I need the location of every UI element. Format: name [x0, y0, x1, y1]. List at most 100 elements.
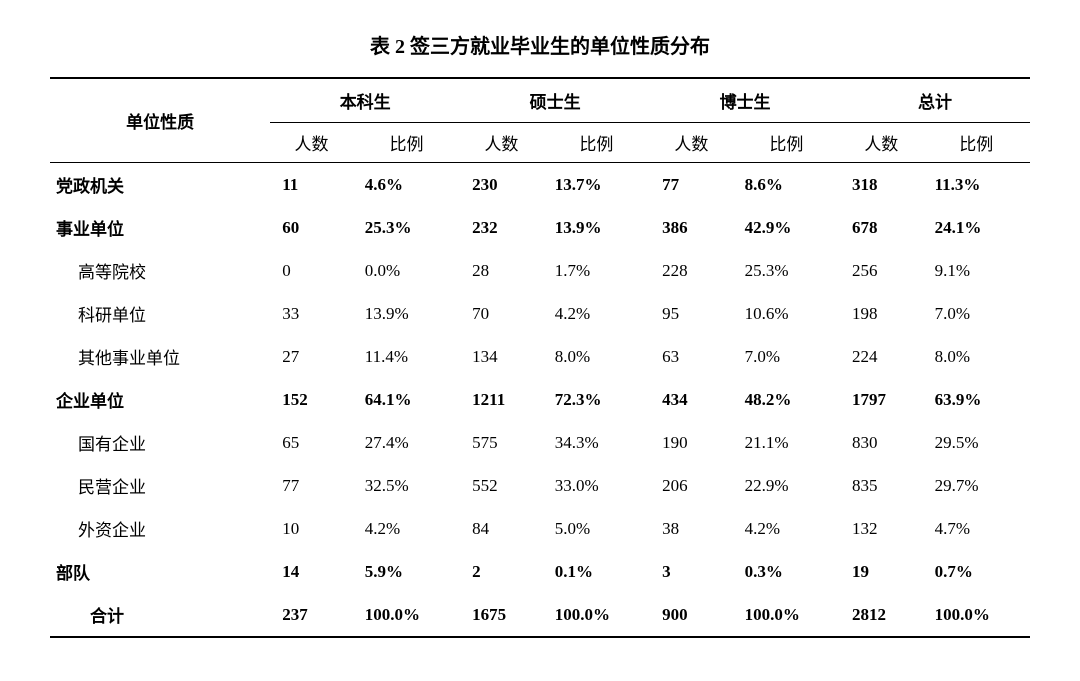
row-label: 合计	[50, 593, 270, 637]
cell-pct: 21.1%	[733, 421, 840, 464]
table-row: 科研单位3313.9%704.2%9510.6%1987.0%	[50, 292, 1030, 335]
cell-count: 230	[460, 163, 543, 207]
cell-pct: 4.2%	[543, 292, 650, 335]
cell-pct: 42.9%	[733, 206, 840, 249]
cell-pct: 0.1%	[543, 550, 650, 593]
cell-count: 38	[650, 507, 733, 550]
cell-count: 1797	[840, 378, 923, 421]
cell-pct: 8.6%	[733, 163, 840, 207]
subheader-pct-2: 比例	[733, 123, 840, 163]
cell-count: 2812	[840, 593, 923, 637]
cell-count: 2	[460, 550, 543, 593]
table-row: 事业单位6025.3%23213.9%38642.9%67824.1%	[50, 206, 1030, 249]
cell-count: 19	[840, 550, 923, 593]
cell-count: 575	[460, 421, 543, 464]
subheader-pct-3: 比例	[923, 123, 1030, 163]
cell-count: 132	[840, 507, 923, 550]
subheader-count-1: 人数	[460, 123, 543, 163]
cell-count: 835	[840, 464, 923, 507]
cell-count: 28	[460, 249, 543, 292]
table-title: 表 2 签三方就业毕业生的单位性质分布	[50, 30, 1030, 59]
group-header-3: 总计	[840, 78, 1030, 123]
header-row-1: 单位性质 本科生 硕士生 博士生 总计	[50, 78, 1030, 123]
cell-count: 228	[650, 249, 733, 292]
cell-pct: 4.2%	[733, 507, 840, 550]
cell-count: 678	[840, 206, 923, 249]
cell-pct: 100.0%	[733, 593, 840, 637]
subheader-pct-1: 比例	[543, 123, 650, 163]
cell-pct: 72.3%	[543, 378, 650, 421]
cell-count: 134	[460, 335, 543, 378]
cell-count: 552	[460, 464, 543, 507]
cell-count: 232	[460, 206, 543, 249]
cell-count: 256	[840, 249, 923, 292]
cell-pct: 29.7%	[923, 464, 1030, 507]
cell-count: 14	[270, 550, 353, 593]
cell-count: 11	[270, 163, 353, 207]
cell-pct: 8.0%	[543, 335, 650, 378]
cell-count: 237	[270, 593, 353, 637]
cell-pct: 13.9%	[543, 206, 650, 249]
table-row: 外资企业104.2%845.0%384.2%1324.7%	[50, 507, 1030, 550]
cell-count: 900	[650, 593, 733, 637]
cell-count: 77	[270, 464, 353, 507]
cell-pct: 27.4%	[353, 421, 460, 464]
table-row: 党政机关114.6%23013.7%778.6%31811.3%	[50, 163, 1030, 207]
cell-count: 65	[270, 421, 353, 464]
cell-pct: 9.1%	[923, 249, 1030, 292]
cell-pct: 32.5%	[353, 464, 460, 507]
rowlabel-header: 单位性质	[50, 78, 270, 163]
cell-count: 152	[270, 378, 353, 421]
cell-count: 84	[460, 507, 543, 550]
cell-pct: 48.2%	[733, 378, 840, 421]
cell-pct: 4.2%	[353, 507, 460, 550]
cell-pct: 25.3%	[353, 206, 460, 249]
cell-count: 70	[460, 292, 543, 335]
cell-pct: 0.0%	[353, 249, 460, 292]
cell-pct: 5.9%	[353, 550, 460, 593]
cell-count: 77	[650, 163, 733, 207]
cell-pct: 7.0%	[923, 292, 1030, 335]
employment-table: 单位性质 本科生 硕士生 博士生 总计 人数 比例 人数 比例 人数 比例 人数…	[50, 77, 1030, 638]
cell-count: 434	[650, 378, 733, 421]
row-label: 民营企业	[50, 464, 270, 507]
subheader-pct-0: 比例	[353, 123, 460, 163]
group-header-1: 硕士生	[460, 78, 650, 123]
row-label: 其他事业单位	[50, 335, 270, 378]
cell-count: 198	[840, 292, 923, 335]
table-row: 民营企业7732.5%55233.0%20622.9%83529.7%	[50, 464, 1030, 507]
table-row: 合计237100.0%1675100.0%900100.0%2812100.0%	[50, 593, 1030, 637]
cell-pct: 100.0%	[923, 593, 1030, 637]
cell-count: 3	[650, 550, 733, 593]
row-label: 高等院校	[50, 249, 270, 292]
row-label: 外资企业	[50, 507, 270, 550]
table-row: 企业单位15264.1%121172.3%43448.2%179763.9%	[50, 378, 1030, 421]
cell-count: 206	[650, 464, 733, 507]
cell-pct: 5.0%	[543, 507, 650, 550]
group-header-0: 本科生	[270, 78, 460, 123]
cell-count: 63	[650, 335, 733, 378]
row-label: 国有企业	[50, 421, 270, 464]
cell-pct: 29.5%	[923, 421, 1030, 464]
table-row: 其他事业单位2711.4%1348.0%637.0%2248.0%	[50, 335, 1030, 378]
cell-pct: 34.3%	[543, 421, 650, 464]
cell-count: 830	[840, 421, 923, 464]
row-label: 企业单位	[50, 378, 270, 421]
cell-count: 386	[650, 206, 733, 249]
cell-count: 1675	[460, 593, 543, 637]
row-label: 事业单位	[50, 206, 270, 249]
cell-count: 10	[270, 507, 353, 550]
cell-pct: 22.9%	[733, 464, 840, 507]
cell-pct: 11.3%	[923, 163, 1030, 207]
cell-count: 1211	[460, 378, 543, 421]
table-row: 国有企业6527.4%57534.3%19021.1%83029.5%	[50, 421, 1030, 464]
cell-count: 190	[650, 421, 733, 464]
cell-pct: 10.6%	[733, 292, 840, 335]
cell-pct: 1.7%	[543, 249, 650, 292]
cell-count: 33	[270, 292, 353, 335]
cell-count: 60	[270, 206, 353, 249]
cell-pct: 0.3%	[733, 550, 840, 593]
cell-pct: 25.3%	[733, 249, 840, 292]
cell-pct: 100.0%	[543, 593, 650, 637]
cell-pct: 64.1%	[353, 378, 460, 421]
